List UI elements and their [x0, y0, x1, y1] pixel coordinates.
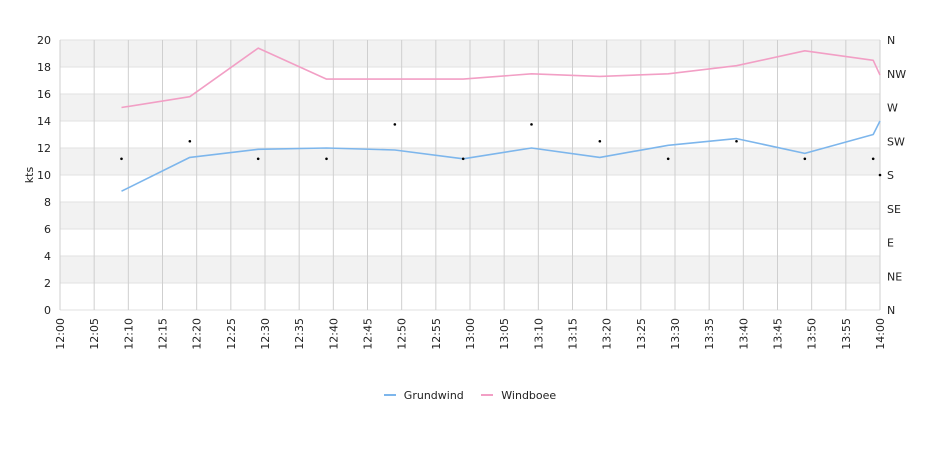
x-tick-label: 12:40: [327, 318, 340, 350]
y-tick-label: 10: [37, 169, 51, 182]
x-tick-label: 13:40: [737, 318, 750, 350]
x-tick-label: 12:30: [259, 318, 272, 350]
y-tick-label: 0: [44, 304, 51, 317]
y-tick-label: 20: [37, 34, 51, 47]
x-tick-label: 12:50: [396, 318, 409, 350]
x-tick-label: 12:00: [54, 318, 67, 350]
direction-point: [325, 157, 328, 161]
legend-swatch-grundwind: [383, 394, 396, 396]
legend-item-windboee[interactable]: Windboee: [481, 389, 556, 402]
direction-point: [530, 123, 533, 126]
direction-tick-label: NE: [887, 270, 902, 283]
x-tick-label: 12:20: [191, 318, 204, 350]
x-tick-label: 12:35: [293, 318, 306, 350]
direction-point: [461, 157, 465, 161]
x-tick-label: 12:55: [430, 318, 443, 350]
y-tick-label: 12: [37, 142, 51, 155]
legend-label-windboee: Windboee: [501, 388, 557, 402]
x-tick-label: 13:20: [601, 318, 614, 350]
y-tick-label: 18: [37, 61, 51, 74]
legend-swatch-windboee: [481, 394, 494, 396]
direction-tick-label: SE: [887, 203, 901, 216]
x-tick-label: 13:50: [806, 318, 819, 350]
direction-tick-label: S: [887, 169, 894, 182]
chart-legend: Grundwind Windboee: [0, 386, 940, 402]
series-line-grundwind: [121, 120, 881, 192]
direction-point: [666, 157, 670, 161]
direction-tick-label: N: [887, 34, 895, 47]
direction-point: [803, 157, 807, 161]
legend-item-grundwind[interactable]: Grundwind: [383, 388, 464, 402]
direction-tick-label: E: [887, 237, 894, 250]
direction-tick-label: W: [887, 102, 898, 115]
x-tick-label: 13:55: [840, 318, 853, 350]
direction-point: [393, 123, 397, 126]
direction-point: [256, 157, 260, 161]
y-axis-label: kts: [23, 167, 36, 184]
x-tick-label: 13:05: [498, 318, 511, 350]
x-tick-label: 13:25: [635, 318, 648, 350]
chart-svg: 0 2 4 6 8 10 12 14 16 18 20 N NE E SE S SW W NW N 12:00 12:05…: [23, 34, 906, 350]
x-tick-label: 13:15: [567, 318, 580, 350]
x-tick-label: 13:30: [669, 318, 682, 350]
x-tick-label: 12:10: [122, 318, 135, 350]
direction-point: [598, 139, 602, 143]
x-tick-label: 12:05: [88, 318, 101, 350]
direction-point: [188, 139, 192, 143]
direction-tick-label: N: [887, 304, 895, 317]
x-tick-label: 13:35: [703, 318, 716, 350]
direction-tick-label: SW: [887, 135, 905, 148]
y-tick-label: 2: [44, 277, 51, 290]
x-tick-label: 12:15: [157, 318, 170, 350]
direction-point: [878, 173, 882, 177]
y-tick-label: 6: [44, 223, 51, 236]
x-tick-label: 13:45: [772, 318, 785, 350]
series-line-windboee: [121, 47, 881, 109]
x-tick-label: 14:00: [874, 318, 887, 350]
direction-point: [871, 157, 875, 161]
x-tick-label: 12:25: [225, 318, 238, 350]
x-tick-label: 12:45: [362, 318, 375, 350]
direction-point: [120, 157, 123, 161]
y-tick-label: 4: [44, 250, 51, 263]
legend-label-grundwind: Grundwind: [403, 388, 464, 402]
direction-tick-label: NW: [887, 68, 906, 81]
x-tick-label: 13:00: [464, 318, 477, 350]
x-tick-label: 13:10: [532, 318, 545, 350]
y-tick-label: 16: [37, 88, 51, 101]
direction-point: [735, 139, 738, 143]
y-tick-label: 14: [37, 115, 51, 128]
y-tick-label: 8: [44, 196, 51, 209]
